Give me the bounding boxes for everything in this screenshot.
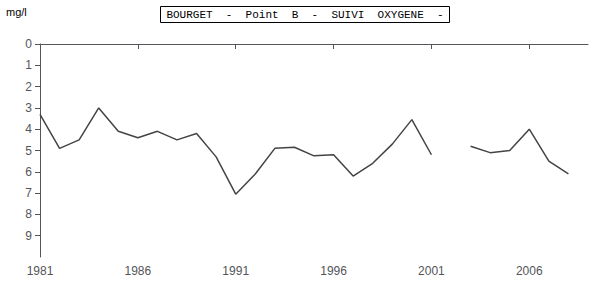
svg-text:1: 1: [25, 58, 32, 72]
svg-text:1981: 1981: [27, 264, 54, 278]
svg-text:BOURGET - Point B - SUIVI: BOURGET - Point B - SUIVI OXYGENE -: [166, 9, 443, 21]
svg-text:2001: 2001: [418, 264, 445, 278]
svg-text:7: 7: [25, 186, 32, 200]
svg-text:1986: 1986: [125, 264, 152, 278]
svg-text:2006: 2006: [516, 264, 543, 278]
svg-text:5: 5: [25, 144, 32, 158]
svg-text:mg/l: mg/l: [6, 6, 27, 18]
svg-text:6: 6: [25, 165, 32, 179]
svg-text:8: 8: [25, 207, 32, 221]
svg-text:1996: 1996: [320, 264, 347, 278]
svg-text:9: 9: [25, 229, 32, 243]
svg-text:2: 2: [25, 80, 32, 94]
svg-text:1991: 1991: [222, 264, 249, 278]
svg-text:4: 4: [25, 122, 32, 136]
svg-text:0: 0: [25, 37, 32, 51]
svg-text:3: 3: [25, 101, 32, 115]
